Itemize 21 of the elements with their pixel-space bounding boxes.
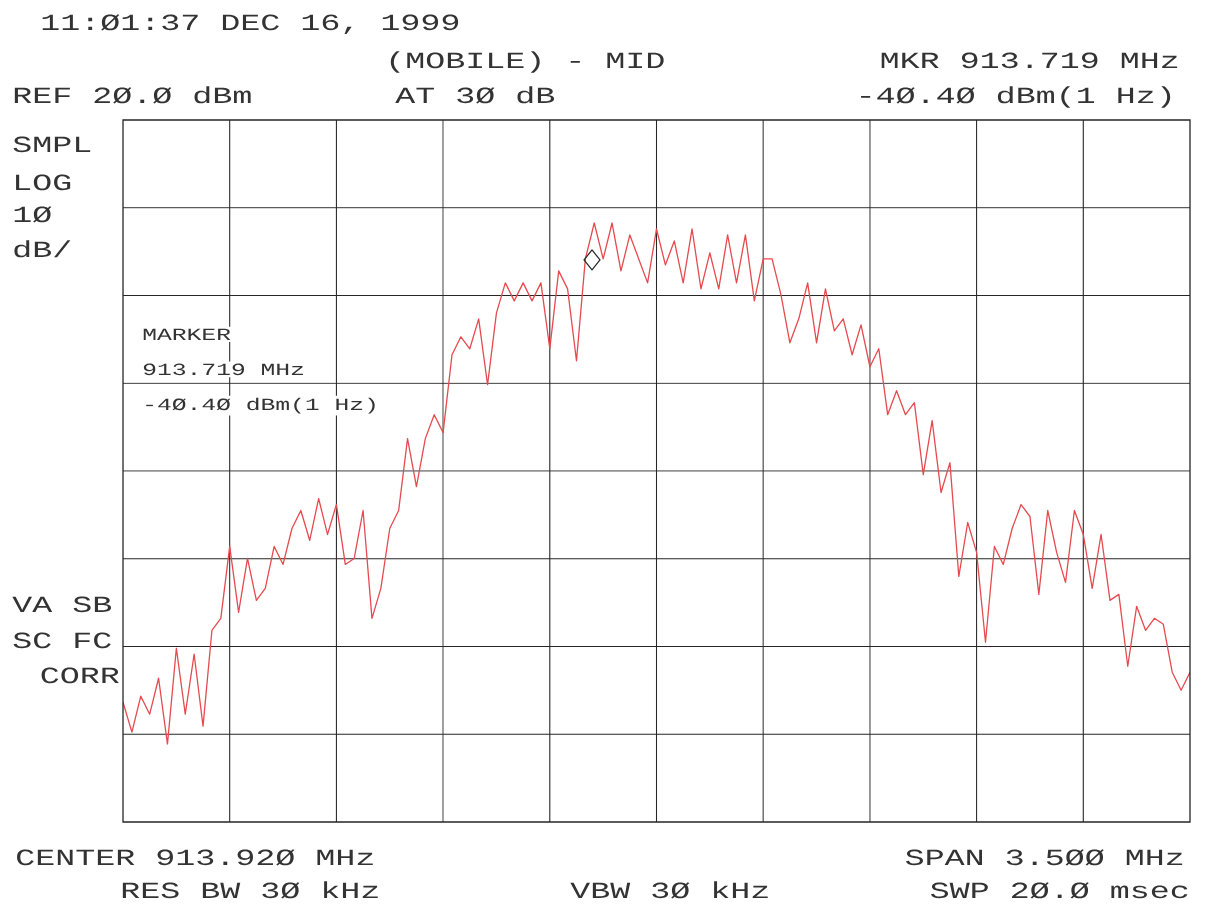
- text: VBW 3Ø kHz: [570, 881, 768, 899]
- text: 11:Ø1:37 DEC 16, 1999: [42, 14, 459, 35]
- text: 1Ø: [14, 206, 52, 223]
- text: CENTER 913.92Ø MHz: [17, 849, 373, 866]
- text: -4Ø.4Ø dBm(1 Hz): [861, 86, 1171, 108]
- text: SMPL: [13, 136, 91, 153]
- text: VA SB: [12, 596, 112, 613]
- text: SPAN 3.5ØØ MHz: [905, 849, 1183, 866]
- text: SC FC: [13, 632, 111, 649]
- text: SWP 2Ø.Ø msec: [930, 882, 1188, 899]
- text: MKR 913.719 MHz: [881, 52, 1178, 69]
- text: LOG: [16, 174, 71, 191]
- text: RES BW 3Ø kHz: [122, 881, 378, 899]
- text: CORR: [41, 667, 119, 684]
- text: REF 2Ø.Ø dBm: [14, 86, 251, 104]
- annotation: MARKER: [143, 328, 231, 340]
- text: dB/: [14, 240, 71, 258]
- annotation: -4Ø.4Ø dBm(1 Hz): [146, 397, 375, 414]
- text: (MOBILE) - MID: [390, 51, 664, 73]
- annotation: 913.719 MHz: [143, 363, 303, 376]
- text: AT 3Ø dB: [395, 86, 555, 104]
